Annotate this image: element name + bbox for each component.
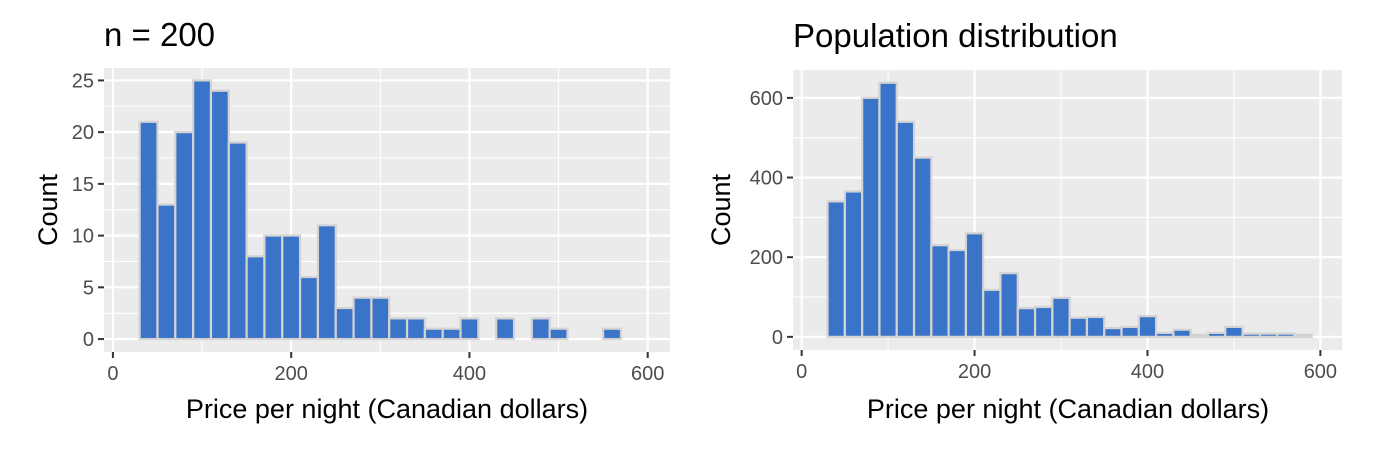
x-tick-label: 600 — [631, 363, 664, 385]
histogram-bar — [352, 296, 373, 341]
histogram-bar — [1276, 332, 1296, 338]
histogram-bar — [999, 272, 1019, 338]
histogram-bar — [1068, 316, 1089, 338]
histogram-bar — [138, 120, 159, 341]
y-tick-label: 5 — [83, 277, 94, 299]
y-tick-label: 400 — [750, 168, 783, 190]
bars — [826, 81, 1313, 338]
x-tick-label: 400 — [453, 363, 486, 385]
histogram-bar — [947, 248, 968, 338]
y-tick-label: 25 — [72, 70, 94, 92]
x-tick-label: 600 — [1304, 361, 1337, 383]
y-tick-label: 600 — [750, 88, 783, 110]
y-tick-label: 10 — [72, 226, 94, 248]
histogram-bar — [1085, 315, 1106, 338]
x-tick-label: 200 — [274, 363, 307, 385]
x-axis-title: Price per night (Canadian dollars) — [186, 394, 588, 424]
x-tick-label: 200 — [958, 361, 991, 383]
histogram-bar — [174, 131, 195, 341]
histogram-bar — [602, 327, 623, 341]
histogram-bar — [334, 306, 355, 341]
histogram-bar — [1137, 315, 1158, 338]
chart-title: Population distribution — [793, 17, 1118, 54]
y-axis-title: Count — [33, 173, 63, 246]
sample-histogram-panel: n = 200 0 5 10 15 20 25 0 200 400 600 Count Pric… — [33, 16, 670, 424]
histogram-bar — [405, 317, 426, 341]
histogram-bar — [895, 120, 916, 338]
x-tick-label: 400 — [1131, 361, 1164, 383]
histogram-bar — [1224, 325, 1244, 338]
y-tick-label: 0 — [772, 327, 783, 349]
histogram-bar — [1120, 325, 1140, 338]
histogram-bar — [423, 327, 444, 341]
histogram-bar — [459, 317, 480, 341]
histogram-bar — [227, 141, 248, 341]
y-tick-label: 200 — [750, 247, 783, 269]
histogram-bar — [1206, 331, 1227, 338]
histogram-bar — [441, 327, 462, 341]
histogram-bar — [982, 288, 1002, 338]
population-histogram-panel: Population distribution 0 200 400 600 0 200 4… — [706, 17, 1342, 424]
histogram-bar — [316, 224, 337, 341]
histogram-bar — [1258, 332, 1279, 338]
histogram-bar — [370, 296, 391, 341]
bars — [138, 79, 623, 341]
x-axis: 0 200 400 600 — [796, 350, 1337, 383]
histogram-bar — [1051, 296, 1071, 338]
histogram-bar — [156, 203, 177, 341]
histogram-bar — [281, 234, 302, 341]
histogram-bar — [209, 89, 230, 341]
histogram-bar — [1016, 307, 1037, 338]
histogram-bar — [245, 255, 266, 341]
histogram-bar — [861, 96, 881, 338]
histogram-bar — [1241, 332, 1261, 338]
histogram-bar — [263, 234, 284, 341]
histogram-bar — [1033, 305, 1054, 338]
x-axis: 0 200 400 600 — [107, 352, 664, 385]
histogram-bar — [843, 190, 864, 338]
histogram-bar — [930, 244, 950, 338]
histogram-bar — [388, 317, 409, 341]
y-axis-title: Count — [706, 173, 736, 246]
histogram-bar — [495, 317, 516, 341]
histogram-bar — [192, 79, 213, 341]
histogram-bar — [826, 200, 846, 338]
histogram-bar — [912, 156, 933, 338]
chart-title: n = 200 — [104, 16, 215, 53]
y-tick-label: 0 — [83, 329, 94, 351]
y-tick-label: 20 — [72, 122, 94, 144]
histogram-bar — [298, 275, 320, 341]
y-tick-label: 15 — [72, 174, 94, 196]
x-axis-title: Price per night (Canadian dollars) — [867, 394, 1269, 424]
histogram-bar — [548, 327, 569, 341]
histogram-bar — [1155, 331, 1175, 338]
x-tick-label: 0 — [107, 363, 118, 385]
histogram-bar — [878, 81, 898, 338]
histogram-bar — [964, 232, 985, 338]
histogram-bar — [1103, 326, 1123, 338]
histogram-bar — [1189, 333, 1210, 338]
histogram-bar — [530, 317, 551, 341]
y-axis: 0 5 10 15 20 25 — [72, 70, 104, 351]
histogram-bar — [1172, 328, 1192, 338]
y-axis: 0 200 400 600 — [750, 88, 793, 349]
x-tick-label: 0 — [796, 361, 807, 383]
histogram-bar — [1293, 333, 1313, 338]
